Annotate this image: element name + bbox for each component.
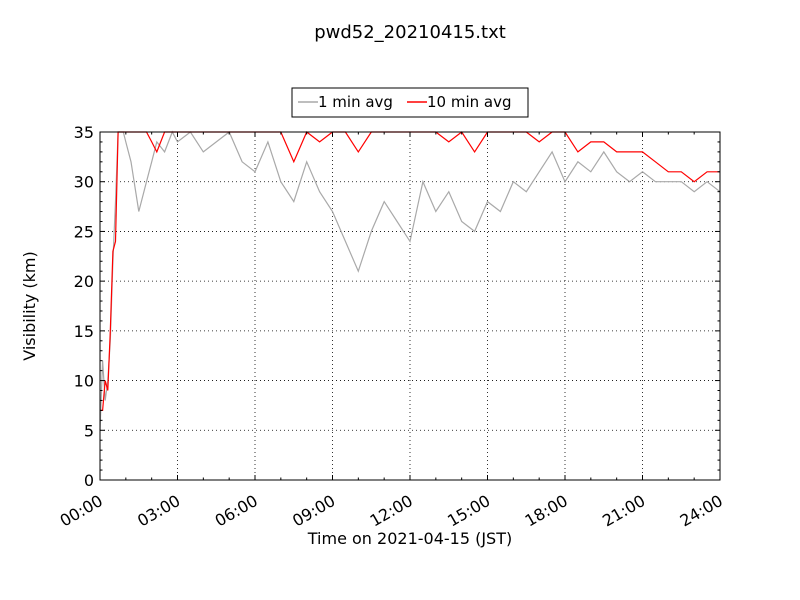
- x-tick-label: 06:00: [212, 491, 261, 531]
- grid-lines: [100, 132, 720, 480]
- y-axis-label: Visibility (km): [20, 251, 39, 360]
- chart-title: pwd52_20210415.txt: [314, 22, 506, 43]
- x-tick-label: 24:00: [677, 491, 726, 531]
- line-1min-avg: [99, 130, 721, 431]
- y-tick-label: 5: [84, 421, 94, 440]
- x-tick-label: 15:00: [444, 491, 493, 531]
- y-tick-label: 15: [74, 322, 94, 341]
- x-tick-label: 00:00: [57, 491, 106, 531]
- series-1min-avg: [99, 130, 721, 431]
- plot-area: [100, 132, 720, 480]
- y-tick-label: 35: [74, 123, 94, 142]
- x-tick-label: 09:00: [289, 491, 338, 531]
- legend-label-10min: 10 min avg: [427, 93, 512, 111]
- legend-label-1min: 1 min avg: [318, 93, 393, 111]
- x-tick-label: 12:00: [367, 491, 416, 531]
- x-tick-label: 21:00: [599, 491, 648, 531]
- x-tick-label: 18:00: [522, 491, 571, 531]
- y-tick-label: 30: [74, 173, 94, 192]
- y-tick-label: 10: [74, 372, 94, 391]
- legend: 1 min avg 10 min avg: [291, 87, 529, 118]
- x-axis-label: Time on 2021-04-15 (JST): [307, 529, 512, 548]
- y-axis-ticks: 0 5 10 15 20 25 30 35: [74, 123, 720, 490]
- y-tick-label: 0: [84, 471, 94, 490]
- y-tick-label: 25: [74, 222, 94, 241]
- y-tick-label: 20: [74, 272, 94, 291]
- x-tick-label: 03:00: [134, 491, 183, 531]
